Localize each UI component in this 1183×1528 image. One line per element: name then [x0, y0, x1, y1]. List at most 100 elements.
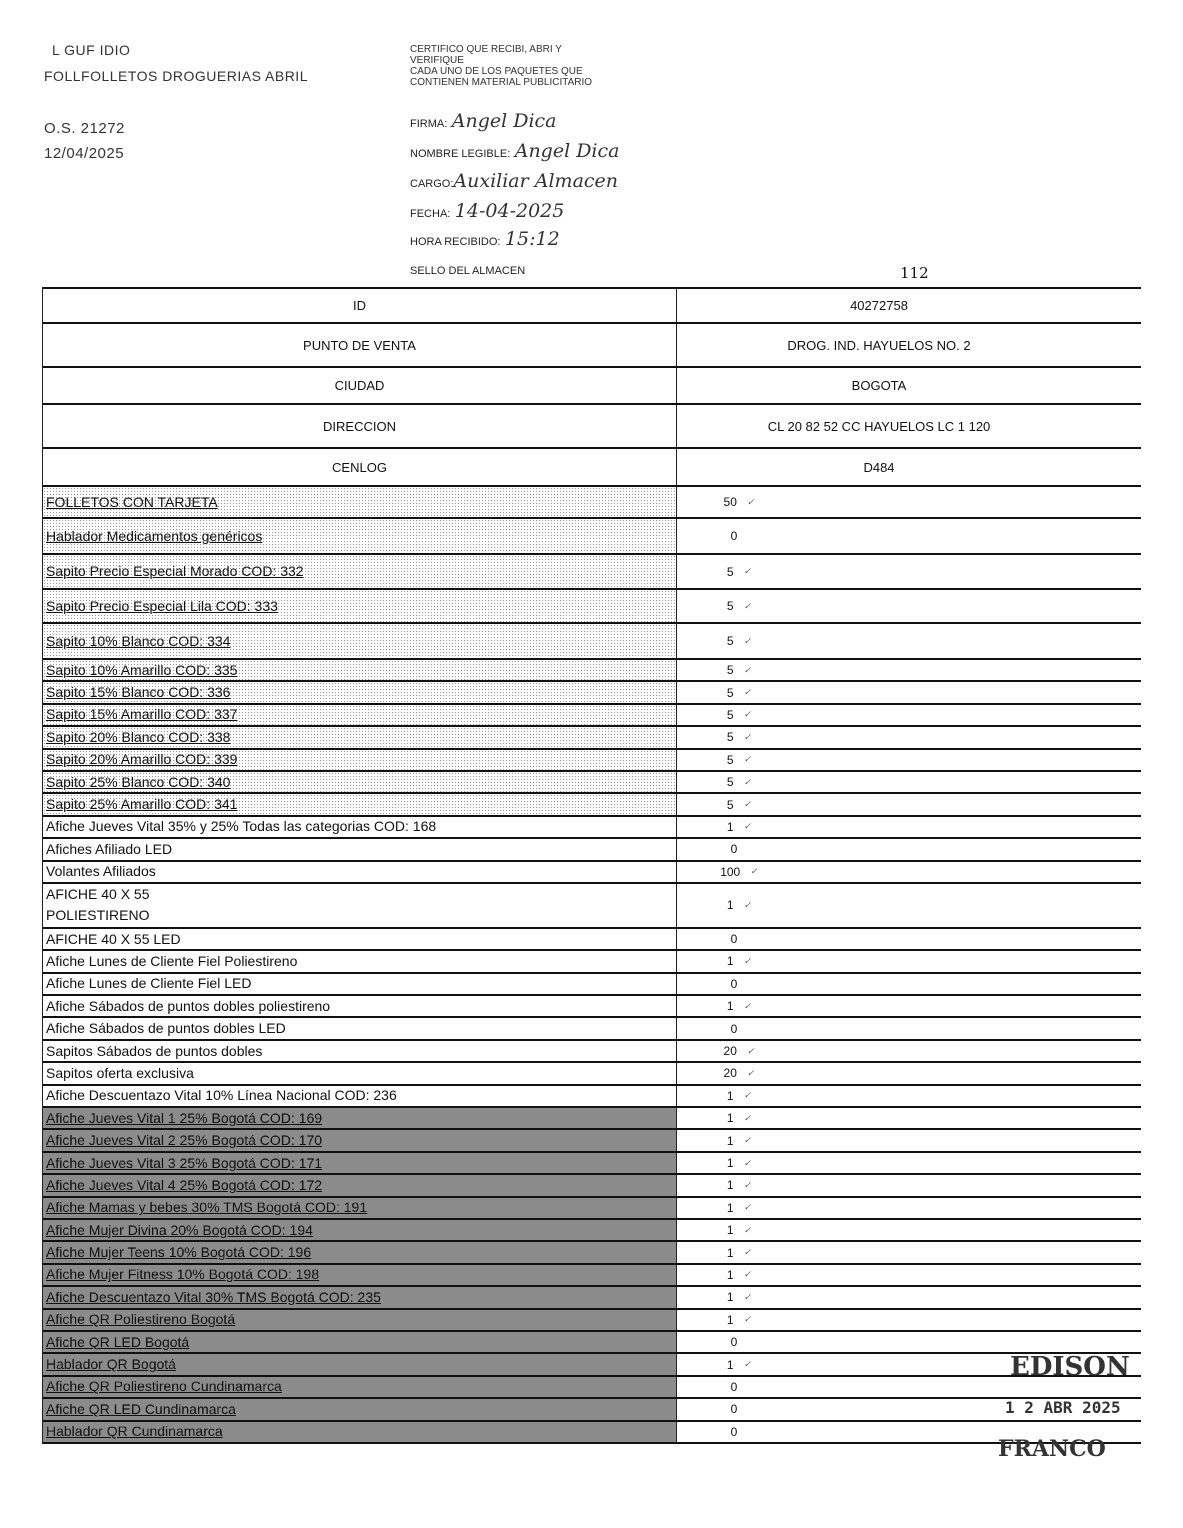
info-label: PUNTO DE VENTA [43, 324, 677, 366]
checkmark-icon: ✓ [743, 1291, 752, 1302]
item-label: Afiche Mamas y bebes 30% TMS Bogotá COD:… [43, 1197, 677, 1218]
item-label-text: Afiche QR LED Bogotá [46, 1333, 190, 1350]
item-label-text: Afiche Jueves Vital 2 25% Bogotá COD: 17… [46, 1132, 323, 1149]
checkmark-icon: ✓ [743, 1269, 752, 1280]
item-quantity: 5 ✓ [677, 555, 1141, 588]
nombre-handwritten: Angel Dica [514, 140, 620, 162]
info-row: CENLOG D484 [43, 449, 1141, 487]
item-quantity-text: 5 [726, 634, 734, 648]
checkmark-icon: ✓ [743, 709, 752, 720]
checkmark-icon: ✓ [743, 1179, 752, 1190]
checkmark-icon: ✓ [743, 955, 752, 966]
item-label: Afiche Jueves Vital 2 25% Bogotá COD: 17… [43, 1130, 677, 1151]
stamp-surname: FRANCO [998, 1436, 1106, 1462]
item-label: Afiche QR LED Bogotá [43, 1331, 677, 1353]
item-label-text: Hablador Medicamentos genéricos [46, 527, 263, 544]
item-label-text: AFICHE 40 X 55 POLIESTIRENO [46, 886, 150, 924]
info-label-text: CENLOG [332, 459, 387, 475]
item-quantity-text: 5 [726, 775, 734, 790]
item-label-text: Afiche QR Poliestireno Cundinamarca [46, 1378, 282, 1395]
checkmark-icon: ✓ [743, 821, 752, 832]
item-label-text: Afiche Mujer Teens 10% Bogotá COD: 196 [46, 1244, 312, 1261]
item-row: Sapito 10% Amarillo COD: 335 5 ✓ [43, 660, 1141, 683]
nombre-label: NOMBRE LEGIBLE: [410, 148, 511, 160]
item-row: Afiches Afiliado LED 0 [43, 839, 1141, 862]
item-label-text: Sapito Precio Especial Morado COD: 332 [46, 563, 304, 579]
info-value: CL 20 82 52 CC HAYUELOS LC 1 120 [677, 405, 1141, 447]
item-label: Sapito 15% Amarillo COD: 337 [43, 704, 677, 726]
item-row: Afiche Lunes de Cliente Fiel LED 0 [43, 973, 1141, 997]
info-value-text: CL 20 82 52 CC HAYUELOS LC 1 120 [767, 418, 991, 434]
item-quantity: 20 ✓ [677, 1041, 1141, 1061]
hora-field: HORA RECIBIDO: 15:12 [410, 228, 560, 250]
item-quantity: 5 ✓ [677, 660, 1141, 680]
item-row: Afiche Jueves Vital 2 25% Bogotá COD: 17… [43, 1130, 1141, 1153]
item-row: Afiche Jueves Vital 35% y 25% Todas las … [43, 816, 1141, 840]
item-quantity: 5 ✓ [677, 772, 1141, 792]
item-label: Sapito 15% Blanco COD: 336 [43, 682, 677, 703]
checkmark-icon: ✓ [743, 899, 752, 910]
item-quantity: 0 [677, 839, 1141, 859]
item-quantity-text: 1 [726, 1200, 734, 1215]
item-label: Hablador QR Cundinamarca [43, 1421, 677, 1442]
item-quantity-text: 5 [726, 707, 734, 722]
item-label-text: Afiche QR LED Cundinamarca [46, 1400, 236, 1417]
item-row: AFICHE 40 X 55 LED 0 [43, 928, 1141, 952]
info-label: DIRECCION [43, 405, 677, 447]
service-order-number: O.S. 21272 [44, 120, 125, 137]
item-label: Afiche Jueves Vital 4 25% Bogotá COD: 17… [43, 1175, 677, 1196]
item-label: Afiche Mujer Teens 10% Bogotá COD: 196 [43, 1242, 677, 1263]
firma-field: FIRMA: Angel Dica [410, 110, 557, 132]
item-quantity: 1 ✓ [677, 996, 1141, 1016]
item-row: Sapito 10% Blanco COD: 334 5 ✓ [43, 624, 1141, 660]
cargo-label: CARGO: [410, 178, 454, 190]
item-row: Afiche Descuentazo Vital 10% Línea Nacio… [43, 1085, 1141, 1109]
item-quantity-text: 5 [726, 797, 734, 812]
item-label: Hablador Medicamentos genéricos [43, 519, 677, 553]
item-quantity-text: 1 [726, 954, 734, 969]
item-row: Afiche QR Poliestireno Cundinamarca 0 [43, 1376, 1141, 1400]
item-row: Afiche Mujer Divina 20% Bogotá COD: 194 1… [43, 1219, 1141, 1243]
checkmark-icon: ✓ [743, 731, 752, 742]
item-quantity: 1 ✓ [677, 1265, 1141, 1285]
info-value-text: BOGOTA [851, 378, 907, 393]
item-label: Afiche Jueves Vital 1 25% Bogotá COD: 16… [43, 1108, 677, 1129]
item-quantity: 5 ✓ [677, 727, 1141, 747]
firma-label: FIRMA: [410, 118, 448, 130]
item-label-text: Afiche Jueves Vital 3 25% Bogotá COD: 17… [46, 1154, 323, 1171]
item-row: Hablador QR Bogotá 1 ✓ [43, 1354, 1141, 1377]
item-quantity-text: 5 [726, 685, 734, 700]
item-quantity-text: 0 [730, 1379, 738, 1394]
item-label: Afiche QR Poliestireno Bogotá [43, 1309, 677, 1330]
item-quantity-text: 1 [726, 1178, 734, 1193]
item-quantity-text: 1 [726, 1267, 734, 1282]
checkmark-icon: ✓ [746, 1045, 755, 1056]
checkmark-icon: ✓ [746, 496, 755, 507]
info-label-text: ID [353, 298, 366, 313]
item-label-text: Sapito 25% Amarillo COD: 341 [46, 796, 238, 813]
item-quantity-text: 0 [730, 1402, 738, 1417]
item-quantity: 5 ✓ [677, 682, 1141, 702]
item-label-text: Hablador QR Bogotá [46, 1356, 176, 1373]
item-quantity: 1 ✓ [677, 1310, 1141, 1330]
item-label-text: Afiche Sábados de puntos dobles LED [46, 1020, 286, 1037]
item-label: Afiche QR Poliestireno Cundinamarca [43, 1376, 677, 1398]
item-quantity: 0 [677, 1332, 1141, 1352]
item-quantity: 1 ✓ [677, 1108, 1141, 1128]
item-row: Afiche Sábados de puntos dobles LED 0 [43, 1018, 1141, 1041]
delivery-table: ID 40272758 PUNTO DE VENTA DROG. IND. HAYUE… [42, 287, 1141, 1444]
item-label-text: AFICHE 40 X 55 LED [46, 930, 181, 947]
item-quantity-text: 1 [726, 819, 734, 834]
stamp-name: EDISON [1010, 1352, 1130, 1382]
item-label: Afiches Afiliado LED [43, 839, 677, 860]
item-quantity-text: 100 [720, 864, 741, 879]
item-quantity: 1 ✓ [677, 884, 1141, 927]
item-quantity-text: 20 [723, 1044, 737, 1059]
item-label-text: Sapito 25% Blanco COD: 340 [46, 773, 231, 790]
item-quantity: 5 ✓ [677, 750, 1141, 770]
item-label-text: Afiches Afiliado LED [46, 840, 173, 857]
item-label: Sapito 10% Blanco COD: 334 [43, 624, 677, 658]
firma-signature: Angel Dica [451, 110, 557, 132]
item-label-text: Afiche Mamas y bebes 30% TMS Bogotá COD:… [46, 1199, 368, 1216]
item-label: Afiche Mujer Fitness 10% Bogotá COD: 198 [43, 1264, 677, 1286]
